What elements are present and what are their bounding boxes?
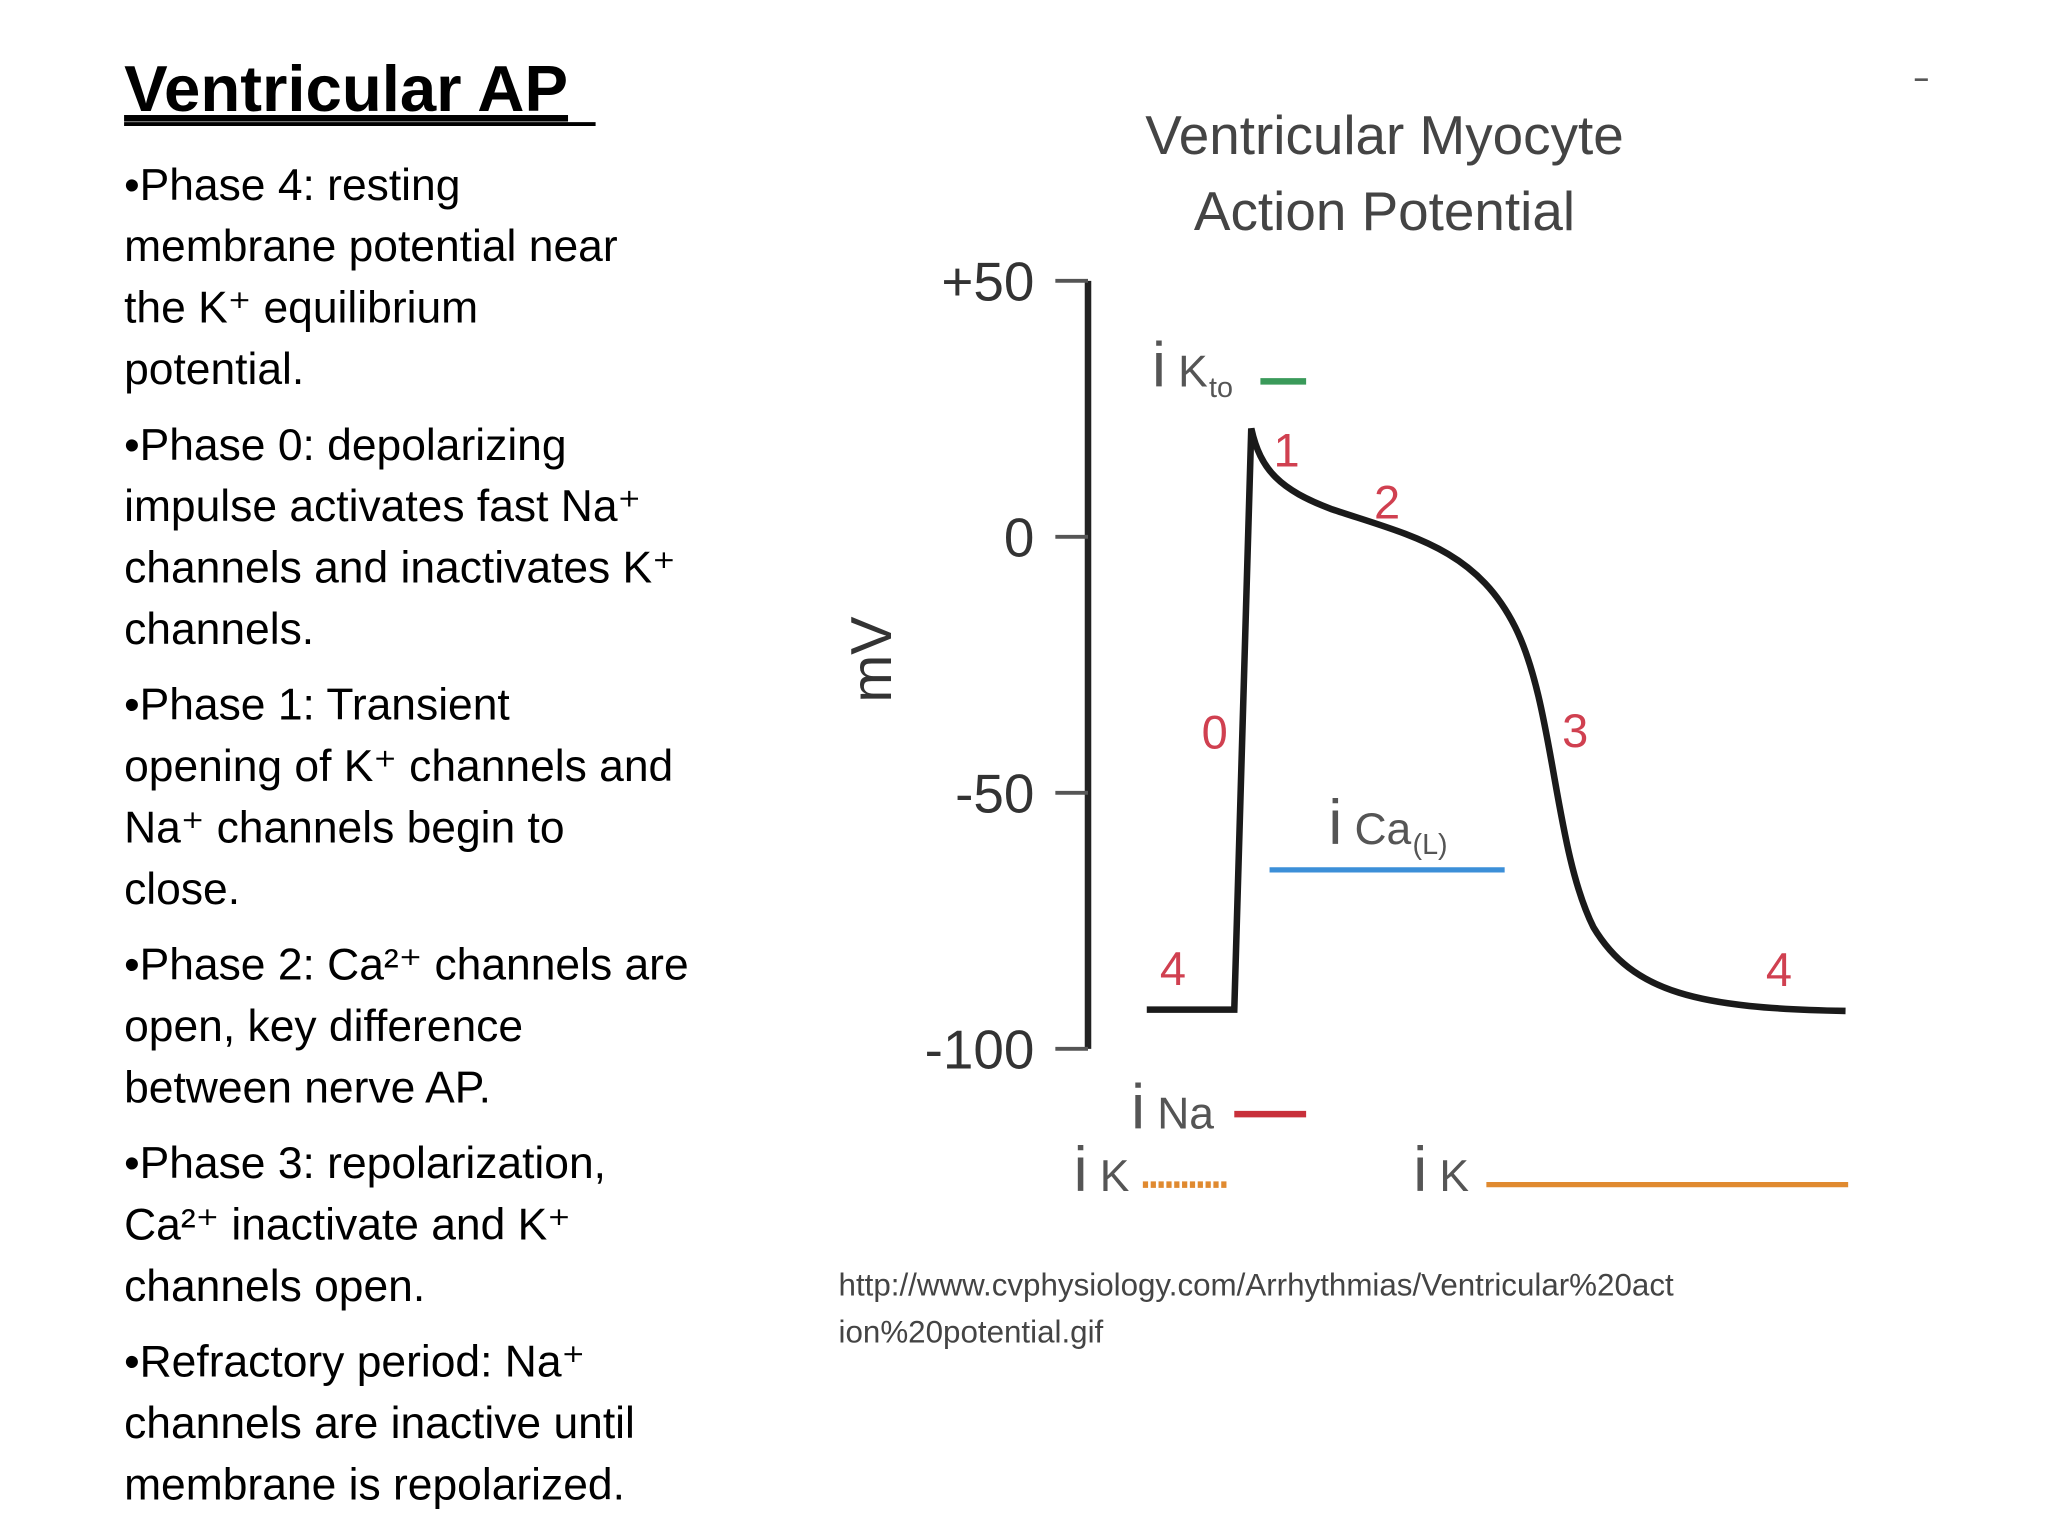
figure: Ventricular Myocyte Action Potential mV … xyxy=(839,104,1849,1350)
bullet-line: membrane potential near xyxy=(124,222,618,271)
phase-label: 4 xyxy=(1766,943,1792,996)
bullet-line: between nerve AP. xyxy=(124,1063,491,1112)
current-symbol: i xyxy=(1074,1135,1088,1205)
source-url: http://www.cvphysiology.com/Arrhythmias/… xyxy=(839,1268,1674,1303)
y-axis-label: mV xyxy=(840,616,904,703)
bullet-line: open, key difference xyxy=(124,1002,523,1051)
current-ion: Na xyxy=(1157,1089,1214,1138)
bullet-line: channels open. xyxy=(124,1262,425,1311)
bullet-line: •Phase 3: repolarization, xyxy=(124,1139,606,1188)
bullet-line: •Phase 4: resting xyxy=(124,161,460,210)
phase-label: 4 xyxy=(1160,942,1186,995)
y-tick-label: -50 xyxy=(955,762,1034,824)
current-symbol: i xyxy=(1131,1072,1145,1142)
figure-title: Ventricular Myocyte xyxy=(1145,104,1624,166)
current-ion: K xyxy=(1178,348,1208,397)
current-symbol: i xyxy=(1152,331,1166,401)
bullet-line: •Phase 0: depolarizing xyxy=(124,421,566,470)
figure-title: Action Potential xyxy=(1194,180,1575,242)
y-tick-label: -100 xyxy=(925,1018,1035,1080)
bullet-line: membrane is repolarized. xyxy=(124,1460,625,1509)
current-ion: Ca xyxy=(1354,805,1411,854)
y-tick-label: 0 xyxy=(1004,506,1035,568)
bullet-line: •Phase 2: Ca²⁺ channels are xyxy=(124,941,689,990)
current-subscript: to xyxy=(1209,372,1233,404)
bullet-line: channels are inactive until xyxy=(124,1399,635,1448)
current-symbol: i xyxy=(1328,788,1342,858)
bullet-line: •Phase 1: Transient xyxy=(124,681,510,730)
bullet-line: Ca²⁺ inactivate and K⁺ xyxy=(124,1201,571,1250)
bullet-line: opening of K⁺ channels and xyxy=(124,742,673,791)
phase-label: 1 xyxy=(1273,423,1299,476)
y-tick-label: +50 xyxy=(941,250,1034,312)
bullet-line: channels. xyxy=(124,605,314,654)
bullet-line: potential. xyxy=(124,345,304,394)
source-url: ion%20potential.gif xyxy=(839,1315,1104,1350)
phase-label: 3 xyxy=(1562,704,1588,757)
current-ion: K xyxy=(1100,1152,1130,1201)
bullet-line: •Refractory period: Na⁺ xyxy=(124,1338,585,1387)
phase-label: 0 xyxy=(1202,705,1228,758)
bullet-line: impulse activates fast Na⁺ xyxy=(124,482,641,531)
slide-title: Ventricular AP xyxy=(124,52,568,125)
bullet-line: Na⁺ channels begin to xyxy=(124,803,565,852)
current-symbol: i xyxy=(1413,1135,1427,1205)
action-potential-curve xyxy=(1146,427,1846,1015)
current-subscript: (L) xyxy=(1413,829,1448,861)
bullet-line: close. xyxy=(124,865,240,914)
bullet-line: the K⁺ equilibrium xyxy=(124,284,478,333)
current-ion: K xyxy=(1439,1152,1469,1201)
bullet-line: channels and inactivates K⁺ xyxy=(124,544,676,593)
phase-label: 2 xyxy=(1374,476,1400,529)
